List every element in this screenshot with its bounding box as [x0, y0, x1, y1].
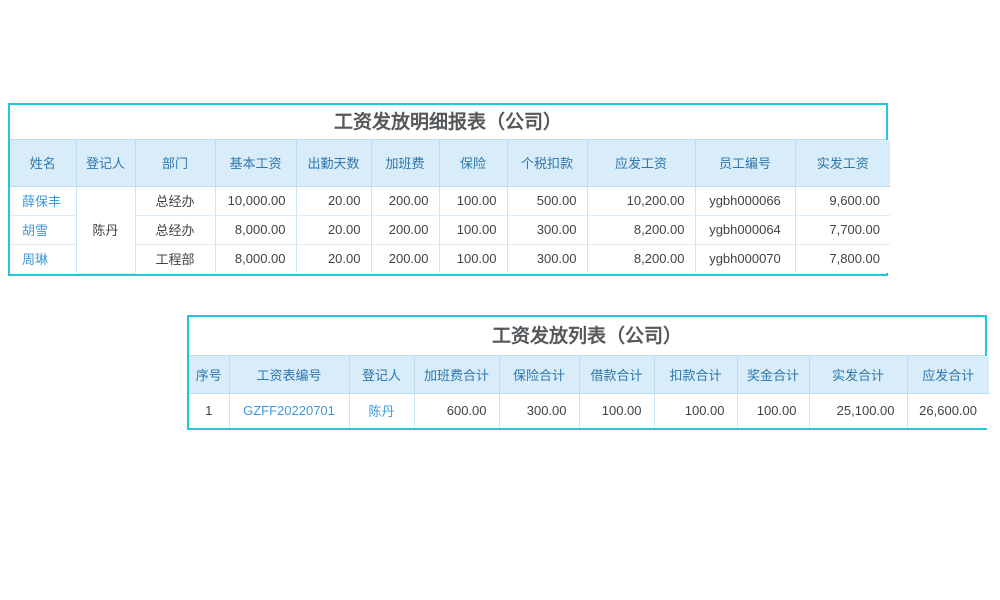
list-header-row: 序号 工资表编号 登记人 加班费合计 保险合计 借款合计 扣款合计 奖金合计 实… — [189, 356, 989, 394]
payable-salary-cell: 8,200.00 — [586, 243, 696, 273]
base-salary-cell: 8,000.00 — [214, 243, 297, 273]
column-header-employee-id: 员工编号 — [694, 140, 796, 187]
overtime-pay-cell: 200.00 — [370, 243, 440, 273]
insurance-cell: 100.00 — [438, 185, 508, 216]
registrant-cell: 陈丹 — [75, 185, 136, 274]
detail-header-row: 姓名 登记人 部门 基本工资 出勤天数 加班费 保险 个税扣款 应发工资 员工编… — [10, 140, 890, 187]
insurance-cell: 100.00 — [438, 214, 508, 245]
seq-cell: 1 — [189, 392, 230, 428]
salary-detail-report: 工资发放明细报表（公司） 姓名 登记人 部门 基本工资 出勤天数 加班费 保险 … — [8, 103, 890, 276]
department-cell: 总经办 — [134, 214, 216, 245]
insurance-total-cell: 300.00 — [498, 392, 580, 428]
insurance-cell: 100.00 — [438, 243, 508, 273]
employee-name-link[interactable]: 周琳 — [10, 243, 77, 273]
overtime-total-cell: 600.00 — [413, 392, 500, 428]
table-row: 薛保丰 陈丹 总经办 10,000.00 20.00 200.00 100.00… — [10, 185, 890, 274]
list-report-title: 工资发放列表（公司） — [189, 317, 985, 356]
attendance-days-cell: 20.00 — [295, 214, 372, 245]
loan-total-cell: 100.00 — [578, 392, 655, 428]
actual-salary-cell: 7,800.00 — [794, 243, 890, 273]
detail-report-title: 工资发放明细报表（公司） — [10, 105, 886, 140]
column-header-bonus-total: 奖金合计 — [736, 356, 810, 394]
column-header-registrant: 登记人 — [75, 140, 136, 187]
column-header-registrant: 登记人 — [348, 356, 415, 394]
column-header-deduction-total: 扣款合计 — [653, 356, 738, 394]
salary-list-table: 序号 工资表编号 登记人 加班费合计 保险合计 借款合计 扣款合计 奖金合计 实… — [189, 356, 989, 428]
column-header-overtime-pay: 加班费 — [370, 140, 440, 187]
employee-id-cell: ygbh000066 — [694, 185, 796, 216]
overtime-pay-cell: 200.00 — [370, 185, 440, 216]
overtime-pay-cell: 200.00 — [370, 214, 440, 245]
tax-deduction-cell: 300.00 — [506, 214, 588, 245]
column-header-overtime-total: 加班费合计 — [413, 356, 500, 394]
payable-salary-cell: 8,200.00 — [586, 214, 696, 245]
column-header-payable-salary: 应发工资 — [586, 140, 696, 187]
actual-salary-cell: 7,700.00 — [794, 214, 890, 245]
employee-id-cell: ygbh000070 — [694, 243, 796, 273]
registrant-link[interactable]: 陈丹 — [348, 392, 415, 428]
actual-total-cell: 25,100.00 — [808, 392, 908, 428]
column-header-attendance-days: 出勤天数 — [295, 140, 372, 187]
column-header-seq: 序号 — [189, 356, 230, 394]
column-header-insurance: 保险 — [438, 140, 508, 187]
bonus-total-cell: 100.00 — [736, 392, 810, 428]
column-header-tax-deduction: 个税扣款 — [506, 140, 588, 187]
column-header-insurance-total: 保险合计 — [498, 356, 580, 394]
deduction-total-cell: 100.00 — [653, 392, 738, 428]
table-row: 胡雪 总经办 8,000.00 20.00 200.00 100.00 300.… — [10, 214, 890, 245]
base-salary-cell: 8,000.00 — [214, 214, 297, 245]
column-header-actual-salary: 实发工资 — [794, 140, 890, 187]
tax-deduction-cell: 300.00 — [506, 243, 588, 273]
department-cell: 总经办 — [134, 185, 216, 216]
tax-deduction-cell: 500.00 — [506, 185, 588, 216]
salary-list-report: 工资发放列表（公司） 序号 工资表编号 登记人 加班费合计 保险合计 借款合计 … — [187, 315, 989, 430]
employee-name-link[interactable]: 薛保丰 — [10, 185, 77, 216]
column-header-actual-total: 实发合计 — [808, 356, 908, 394]
attendance-days-cell: 20.00 — [295, 185, 372, 216]
employee-name-link[interactable]: 胡雪 — [10, 214, 77, 245]
salary-sheet-link[interactable]: GZFF20220701 — [228, 392, 350, 428]
actual-salary-cell: 9,600.00 — [794, 185, 890, 216]
payable-salary-cell: 10,200.00 — [586, 185, 696, 216]
attendance-days-cell: 20.00 — [295, 243, 372, 273]
column-header-payable-total: 应发合计 — [906, 356, 989, 394]
column-header-loan-total: 借款合计 — [578, 356, 655, 394]
payable-total-cell: 26,600.00 — [906, 392, 989, 428]
column-header-sheet-no: 工资表编号 — [228, 356, 350, 394]
table-row: 1 GZFF20220701 陈丹 600.00 300.00 100.00 1… — [189, 392, 989, 428]
base-salary-cell: 10,000.00 — [214, 185, 297, 216]
column-header-name: 姓名 — [10, 140, 77, 187]
column-header-department: 部门 — [134, 140, 216, 187]
salary-detail-table: 姓名 登记人 部门 基本工资 出勤天数 加班费 保险 个税扣款 应发工资 员工编… — [10, 140, 890, 274]
department-cell: 工程部 — [134, 243, 216, 273]
employee-id-cell: ygbh000064 — [694, 214, 796, 245]
table-row: 周琳 工程部 8,000.00 20.00 200.00 100.00 300.… — [10, 243, 890, 273]
column-header-base-salary: 基本工资 — [214, 140, 297, 187]
